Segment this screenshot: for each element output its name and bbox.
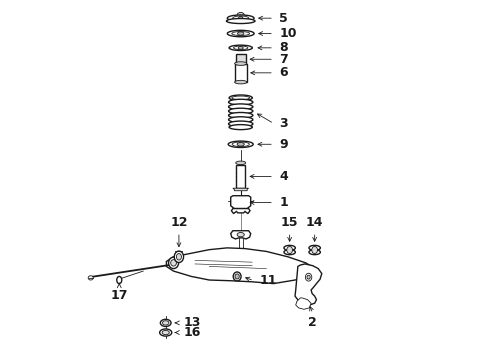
Polygon shape: [296, 298, 311, 309]
Ellipse shape: [226, 18, 255, 23]
Ellipse shape: [160, 329, 172, 336]
Ellipse shape: [284, 249, 295, 255]
Ellipse shape: [232, 96, 249, 100]
Ellipse shape: [229, 95, 252, 101]
Ellipse shape: [284, 246, 295, 250]
Ellipse shape: [228, 117, 253, 122]
Ellipse shape: [307, 275, 310, 279]
Ellipse shape: [239, 17, 243, 20]
Ellipse shape: [237, 143, 245, 146]
Text: 1: 1: [279, 196, 288, 209]
Text: 15: 15: [281, 216, 298, 229]
Ellipse shape: [228, 141, 253, 148]
Ellipse shape: [88, 276, 93, 280]
Ellipse shape: [176, 253, 181, 260]
Ellipse shape: [238, 46, 243, 49]
Ellipse shape: [235, 274, 239, 279]
Ellipse shape: [232, 142, 249, 147]
Bar: [236, 165, 245, 188]
Ellipse shape: [171, 260, 176, 266]
Ellipse shape: [229, 125, 252, 130]
Text: 16: 16: [184, 326, 201, 339]
Text: 6: 6: [279, 66, 288, 79]
Text: 7: 7: [279, 53, 288, 66]
Text: 4: 4: [279, 170, 288, 183]
Ellipse shape: [237, 233, 245, 237]
Ellipse shape: [227, 15, 254, 21]
Text: 10: 10: [279, 27, 297, 40]
Ellipse shape: [162, 330, 169, 335]
Ellipse shape: [287, 247, 293, 253]
Ellipse shape: [233, 272, 241, 281]
Ellipse shape: [163, 321, 169, 325]
Ellipse shape: [232, 32, 249, 36]
Ellipse shape: [235, 80, 247, 84]
Ellipse shape: [237, 13, 245, 18]
Text: 2: 2: [309, 316, 317, 329]
Ellipse shape: [228, 104, 253, 110]
Text: 11: 11: [259, 274, 277, 287]
Text: 13: 13: [184, 316, 201, 329]
Ellipse shape: [236, 161, 245, 165]
Ellipse shape: [228, 121, 253, 127]
Ellipse shape: [234, 46, 248, 50]
Text: 3: 3: [279, 117, 288, 130]
Ellipse shape: [238, 32, 244, 35]
Ellipse shape: [229, 45, 252, 50]
Ellipse shape: [228, 108, 253, 114]
Ellipse shape: [305, 273, 312, 281]
Text: 17: 17: [111, 289, 128, 302]
Ellipse shape: [228, 112, 253, 118]
Text: 5: 5: [279, 12, 288, 25]
Ellipse shape: [309, 249, 320, 255]
Ellipse shape: [227, 30, 254, 37]
Polygon shape: [167, 248, 317, 284]
Ellipse shape: [117, 276, 122, 284]
Ellipse shape: [312, 247, 318, 253]
Polygon shape: [231, 231, 251, 239]
Text: 9: 9: [279, 138, 288, 151]
Ellipse shape: [309, 246, 320, 250]
Ellipse shape: [169, 257, 178, 269]
Polygon shape: [233, 188, 248, 191]
Text: 14: 14: [306, 216, 323, 229]
Polygon shape: [295, 264, 322, 305]
Polygon shape: [231, 196, 251, 208]
Bar: [236, 54, 245, 64]
Ellipse shape: [235, 62, 247, 65]
Ellipse shape: [228, 99, 253, 105]
Bar: [235, 64, 247, 82]
Text: 8: 8: [279, 41, 288, 54]
Ellipse shape: [233, 16, 249, 20]
Ellipse shape: [174, 251, 184, 262]
Polygon shape: [231, 208, 250, 213]
Ellipse shape: [160, 319, 171, 327]
Text: 12: 12: [170, 216, 188, 229]
